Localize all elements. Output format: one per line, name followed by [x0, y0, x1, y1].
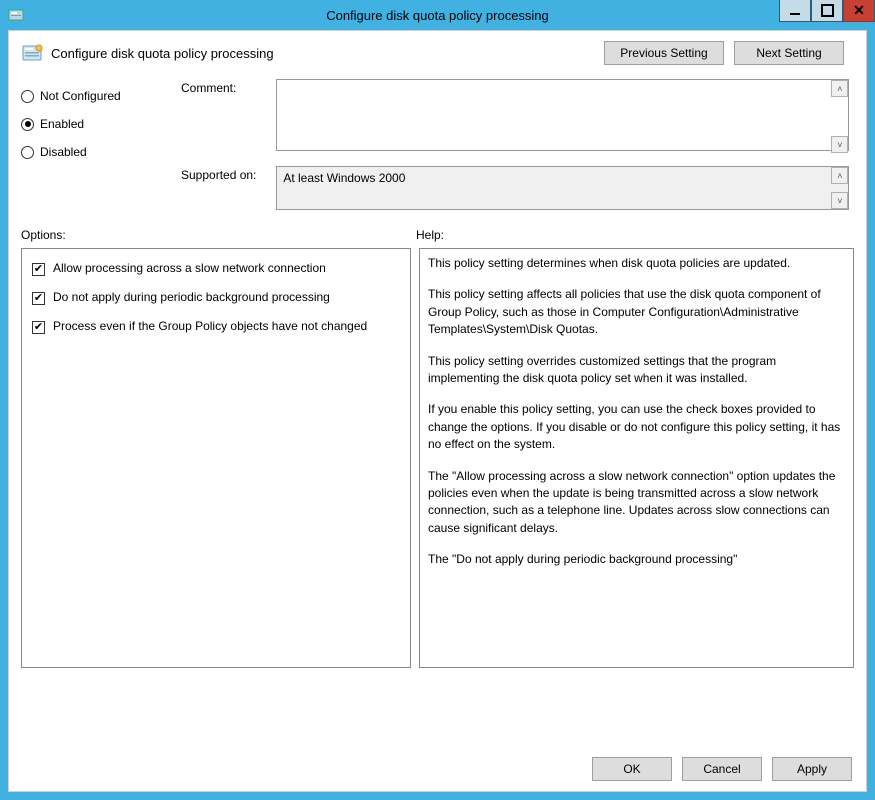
- help-paragraph: The "Allow processing across a slow netw…: [428, 468, 847, 538]
- radio-disabled[interactable]: Disabled: [21, 145, 181, 159]
- checkbox-icon: [32, 292, 45, 305]
- help-heading: Help:: [416, 228, 444, 242]
- radio-label: Disabled: [40, 145, 87, 159]
- help-paragraph: This policy setting determines when disk…: [428, 255, 847, 272]
- option-process-unchanged[interactable]: Process even if the Group Policy objects…: [32, 319, 400, 334]
- page-title: Configure disk quota policy processing: [51, 46, 604, 61]
- supported-on-value: At least Windows 2000: [276, 166, 849, 210]
- option-label: Do not apply during periodic background …: [53, 290, 400, 304]
- option-label: Allow processing across a slow network c…: [53, 261, 400, 275]
- comment-input[interactable]: [276, 79, 849, 151]
- ok-button[interactable]: OK: [592, 757, 672, 781]
- cancel-button[interactable]: Cancel: [682, 757, 762, 781]
- section-labels: Options: Help:: [21, 228, 854, 242]
- maximize-button[interactable]: [811, 0, 843, 22]
- checkbox-icon: [32, 321, 45, 334]
- panels: Allow processing across a slow network c…: [21, 248, 854, 668]
- policy-icon: [21, 41, 45, 65]
- help-paragraph: This policy setting overrides customized…: [428, 353, 847, 388]
- state-column: Not Configured Enabled Disabled: [21, 79, 181, 173]
- radio-label: Not Configured: [40, 89, 121, 103]
- fields-column: Comment: ˄ ˅ Supported on:: [181, 79, 854, 210]
- option-slow-network[interactable]: Allow processing across a slow network c…: [32, 261, 400, 276]
- radio-enabled[interactable]: Enabled: [21, 117, 181, 131]
- help-panel: This policy setting determines when disk…: [419, 248, 854, 668]
- help-paragraph: This policy setting affects all policies…: [428, 286, 847, 338]
- window-controls: ✕: [779, 0, 875, 22]
- option-no-background[interactable]: Do not apply during periodic background …: [32, 290, 400, 305]
- option-label: Process even if the Group Policy objects…: [53, 319, 400, 333]
- supported-label: Supported on:: [181, 166, 273, 182]
- titlebar[interactable]: Configure disk quota policy processing ✕: [0, 0, 875, 30]
- radio-icon: [21, 118, 34, 131]
- minimize-button[interactable]: [779, 0, 811, 22]
- close-button[interactable]: ✕: [843, 0, 875, 22]
- content-area: Configure disk quota policy processing P…: [8, 30, 867, 792]
- help-paragraph: If you enable this policy setting, you c…: [428, 401, 847, 453]
- comment-label: Comment:: [181, 79, 273, 95]
- header-row: Configure disk quota policy processing P…: [21, 41, 854, 65]
- help-text-scroll[interactable]: This policy setting determines when disk…: [428, 255, 851, 661]
- window-frame: Configure disk quota policy processing ✕…: [0, 0, 875, 800]
- options-panel: Allow processing across a slow network c…: [21, 248, 411, 668]
- help-paragraph: The "Do not apply during periodic backgr…: [428, 551, 847, 568]
- options-heading: Options:: [21, 228, 416, 242]
- radio-icon: [21, 90, 34, 103]
- app-icon: [8, 7, 24, 23]
- window-title: Configure disk quota policy processing: [0, 8, 875, 23]
- next-setting-button[interactable]: Next Setting: [734, 41, 844, 65]
- footer-buttons: OK Cancel Apply: [592, 757, 852, 781]
- radio-icon: [21, 146, 34, 159]
- radio-not-configured[interactable]: Not Configured: [21, 89, 181, 103]
- radio-label: Enabled: [40, 117, 84, 131]
- checkbox-icon: [32, 263, 45, 276]
- previous-setting-button[interactable]: Previous Setting: [604, 41, 724, 65]
- nav-buttons: Previous Setting Next Setting: [604, 41, 844, 65]
- config-row: Not Configured Enabled Disabled Comment:: [21, 79, 854, 210]
- apply-button[interactable]: Apply: [772, 757, 852, 781]
